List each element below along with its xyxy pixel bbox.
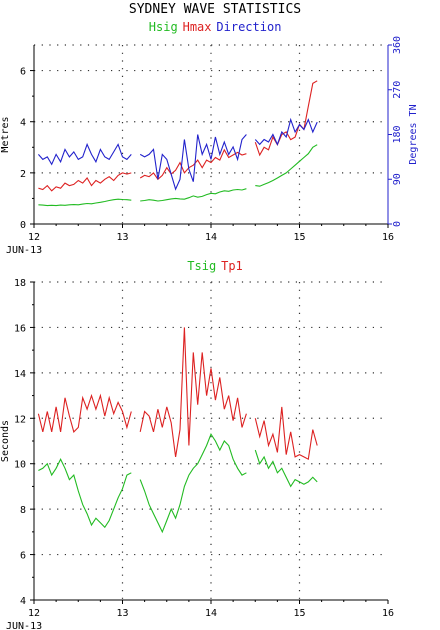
legend-tp1: Tp1 [221, 259, 243, 273]
legend-hmax: Hmax [183, 20, 212, 34]
series-hsig-line [255, 144, 318, 187]
x-tick-label: 15 [293, 608, 305, 619]
wave-period-chart: 4 6 8 10 12 14 16 18 12 13 14 15 16 JUN-13 Seconds [0, 278, 394, 630]
series-direction-line [139, 134, 247, 191]
y2-tick-label: 90 [392, 173, 403, 185]
y-tick-label: 14 [14, 369, 26, 380]
x-tick-label: 13 [116, 232, 128, 243]
y-axis-label: Metres [0, 116, 11, 152]
y-axis-label: Seconds [0, 420, 11, 462]
date-label: JUN-13 [6, 245, 42, 256]
y2-axis-label: Degrees TN [408, 104, 419, 164]
y-tick-label: 6 [20, 551, 26, 562]
y-tick-label: 6 [20, 67, 26, 78]
chart-title: SYDNEY WAVE STATISTICS [129, 2, 301, 17]
x-tick-label: 15 [293, 232, 305, 243]
y-tick-label: 8 [20, 505, 26, 516]
y-tick-label: 4 [20, 596, 26, 607]
series-hsig-line [38, 198, 132, 207]
x-tick-label: 16 [382, 232, 394, 243]
y2-tick-label: 180 [392, 125, 403, 143]
bottom-legend: Tsig Tp1 [187, 259, 242, 273]
series-direction-line [254, 117, 318, 146]
series-tsig-line [38, 457, 132, 529]
y-tick-label: 0 [20, 220, 26, 231]
series-tsig-line [254, 449, 318, 488]
y-tick-label: 4 [20, 118, 26, 129]
series-tp1-line [37, 393, 132, 433]
x-tick-label: 14 [205, 232, 217, 243]
series-tsig-line [139, 432, 247, 534]
series-hmax-line [38, 172, 132, 192]
y-tick-label: 18 [14, 278, 26, 289]
y-tick-label: 2 [20, 169, 26, 180]
y2-tick-label: 270 [392, 81, 403, 99]
top-legend: Hsig Hmax Direction [149, 20, 282, 34]
series-hmax-line [254, 80, 318, 157]
y2-tick-label: 0 [392, 221, 403, 227]
series-tp1-line [139, 327, 247, 457]
y-tick-label: 16 [14, 323, 26, 334]
series-tp1-line [254, 406, 318, 461]
legend-direction: Direction [216, 20, 281, 34]
legend-tsig: Tsig [187, 259, 216, 273]
x-tick-label: 14 [205, 608, 217, 619]
x-tick-label: 12 [28, 232, 40, 243]
date-label: JUN-13 [6, 621, 42, 630]
x-tick-label: 16 [382, 608, 394, 619]
y-tick-label: 12 [14, 414, 26, 425]
series-hsig-line [140, 188, 247, 202]
y-tick-label: 10 [14, 460, 26, 471]
legend-hsig: Hsig [149, 20, 178, 34]
wave-height-chart: 0 2 4 6 0 90 180 270 360 Degrees TN 12 13 14 15 16 JUN-… [0, 36, 419, 256]
x-tick-label: 13 [116, 608, 128, 619]
y2-tick-label: 360 [392, 36, 403, 54]
x-tick-label: 12 [28, 608, 40, 619]
series-direction-line [37, 142, 132, 166]
